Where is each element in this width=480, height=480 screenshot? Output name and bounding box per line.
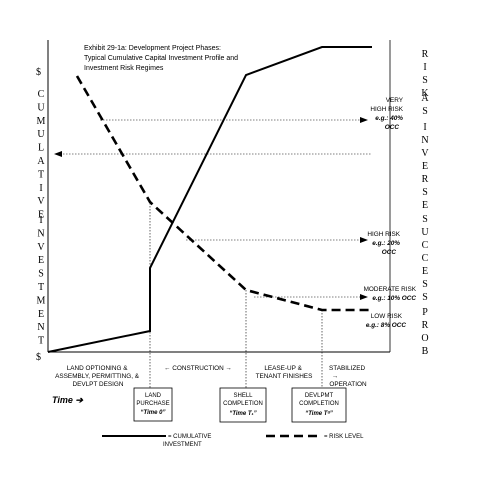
y-axis-label: C U M U L A T I V EI N V E S T M E N T <box>37 89 46 347</box>
legend-risk-label: = RISK LEVEL <box>324 434 364 440</box>
high-risk-occ-2: OCC <box>382 249 397 256</box>
phase-land-optioning-line-3: DEVLPT DESIGN <box>72 381 123 388</box>
milestone-shell-completion: SHELL COMPLETION “Time T₁” <box>219 387 267 423</box>
time-axis-label: Time ➔ <box>52 395 84 405</box>
milestone-box-devlpmt-completion <box>291 387 347 423</box>
moderate-risk-occ: e.g.: 10% OCC <box>372 295 416 302</box>
phase-land-optioning-line-2: ASSEMBLY, PERMITTING, & <box>55 373 140 380</box>
milestone-box-shell-completion <box>219 387 267 423</box>
arrowhead-high-risk <box>360 237 368 243</box>
phase-land-optioning-line-1: LAND OPTIONING & <box>67 365 128 372</box>
risk-label-low: LOW RISK e.g.: 8% OCC <box>366 313 407 329</box>
exhibit-title: Exhibit 29-1a: Development Project Phase… <box>84 45 240 72</box>
milestone-box-land-purchase <box>133 387 173 422</box>
risk-label-high: HIGH RISK e.g.: 20% OCC <box>367 231 400 256</box>
high-risk-occ: e.g.: 20% <box>372 240 400 247</box>
arrowhead-moderate-risk <box>360 294 368 300</box>
phase-stabilized: STABILIZED → OPERATION <box>329 365 367 388</box>
milestone-land-purchase: LAND PURCHASE “Time 0” <box>133 387 173 422</box>
title-line-1: Exhibit 29-1a: Development Project Phase… <box>84 45 221 52</box>
phase-construction: ← CONSTRUCTION → <box>164 365 232 372</box>
phase-land-optioning: LAND OPTIONING & ASSEMBLY, PERMITTING, &… <box>55 365 141 388</box>
milestone-devlpmt-completion-line-1: DEVLPMT <box>305 393 334 399</box>
moderate-risk-title: MODERATE RISK <box>364 286 417 293</box>
right-axis-label: R I S KA S I N V E R S E S U C C E S S P R O B <box>421 49 429 357</box>
title-line-2: Typical Cumulative Capital Investment Pr… <box>84 55 238 62</box>
low-risk-occ: e.g.: 8% OCC <box>366 322 407 329</box>
legend-investment-label-1: = CUMULATIVE <box>168 434 211 440</box>
low-risk-title: LOW RISK <box>371 313 403 320</box>
milestone-shell-completion-time: “Time T₁” <box>229 411 256 417</box>
phase-lease-up: LEASE-UP & TENANT FINISHES <box>256 365 313 380</box>
phase-lease-up-line-1: LEASE-UP & <box>264 365 302 372</box>
phase-stabilized-arrow: → <box>332 373 338 380</box>
milestone-devlpmt-completion-time: “Time Tᵃ” <box>305 411 333 417</box>
risk-label-moderate: MODERATE RISK e.g.: 10% OCC <box>364 286 417 302</box>
milestone-land-purchase-line-2: PURCHASE <box>136 401 169 407</box>
phase-stabilized-line-1: STABILIZED <box>329 365 365 372</box>
very-high-risk-occ-2: OCC <box>385 124 400 131</box>
title-line-3: Investment Risk Regimes <box>84 65 164 72</box>
very-high-risk-occ: e.g.: 40% <box>375 115 403 122</box>
y-axis-top-symbol: $ <box>36 67 41 78</box>
milestone-devlpmt-completion: DEVLPMT COMPLETION “Time Tᵃ” <box>291 387 347 423</box>
legend-investment-label-2: INVESTMENT <box>163 442 202 448</box>
milestone-devlpmt-completion-line-2: COMPLETION <box>299 401 339 407</box>
milestone-land-purchase-time: “Time 0” <box>141 410 166 416</box>
milestone-shell-completion-line-1: SHELL <box>233 393 253 399</box>
risk-level-curve <box>75 75 372 312</box>
very-high-risk-title-2: HIGH RISK <box>370 106 403 113</box>
cumulative-investment-curve <box>47 46 372 353</box>
very-high-risk-title: VERY <box>386 97 404 104</box>
milestone-land-purchase-line-1: LAND <box>145 393 162 399</box>
legend: = CUMULATIVE INVESTMENT = RISK LEVEL <box>102 434 364 448</box>
y-axis-bottom-symbol: $ <box>36 352 41 363</box>
phase-lease-up-line-2: TENANT FINISHES <box>256 373 313 380</box>
milestone-shell-completion-line-2: COMPLETION <box>223 401 263 407</box>
risk-label-very-high: VERY HIGH RISK e.g.: 40% OCC <box>370 97 403 131</box>
phase-stabilized-line-3: OPERATION <box>329 381 367 388</box>
high-risk-title: HIGH RISK <box>367 231 400 238</box>
arrowhead-very-high-risk <box>360 117 368 123</box>
arrowhead-left-axis <box>54 151 62 157</box>
